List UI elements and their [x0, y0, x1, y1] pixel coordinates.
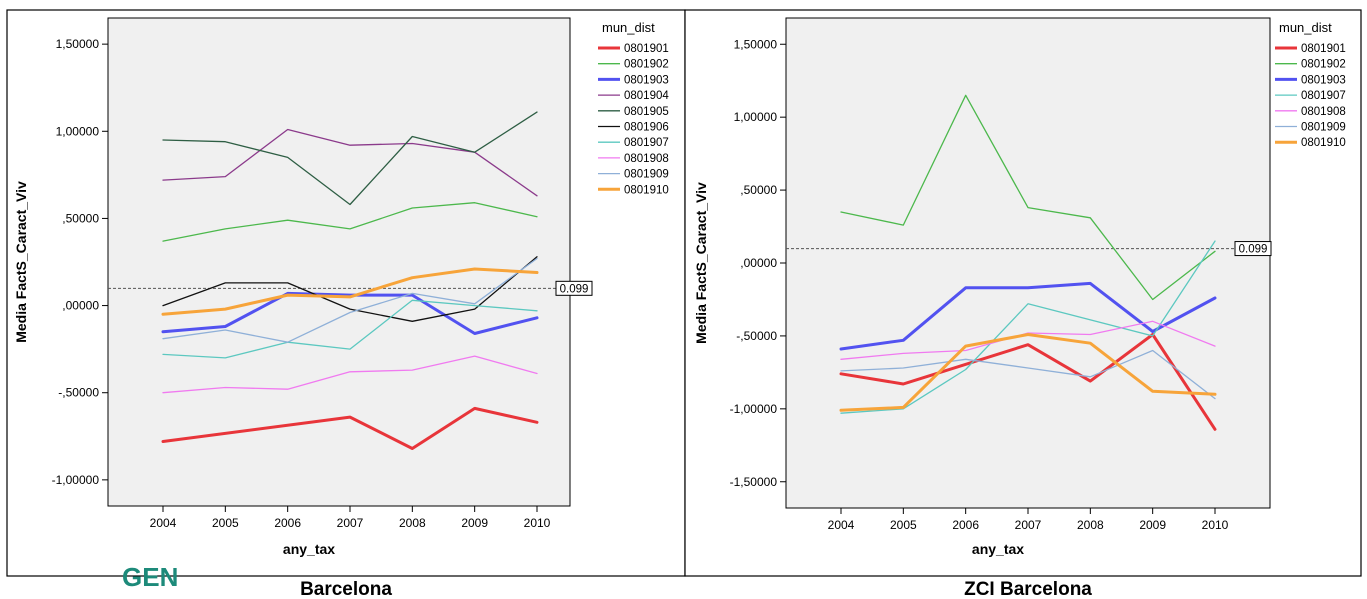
legend-entry-0801908: 0801908 [1301, 106, 1346, 118]
legend-entry-0801909: 0801909 [1301, 122, 1346, 134]
x-tick-label: 2010 [524, 516, 551, 530]
y-axis-title: Media FactS_Caract_Viv [693, 182, 709, 344]
reference-label-box [1234, 241, 1272, 257]
plot-area [785, 17, 1271, 509]
legend-entry-0801909: 0801909 [624, 169, 669, 181]
x-tick-label: 2006 [952, 518, 979, 532]
y-tick-label: -1,50000 [730, 475, 778, 489]
series-line-0801910 [161, 267, 539, 316]
legend-entry-0801907: 0801907 [1301, 90, 1346, 102]
legend-entry-0801903: 0801903 [1301, 74, 1346, 86]
reference-label: 0.099 [1239, 244, 1268, 256]
x-tick-label: 2007 [1015, 518, 1042, 532]
series-line-0801909 [162, 257, 538, 343]
series-line-0801902 [162, 202, 538, 242]
legend-entry-0801910: 0801910 [1301, 137, 1346, 149]
legend-entry-0801910: 0801910 [624, 184, 669, 196]
legend-entry-0801901: 0801901 [624, 43, 669, 55]
y-tick-label: ,00000 [62, 299, 99, 313]
series-line-0801903 [161, 291, 539, 335]
reference-label: 0.099 [560, 283, 589, 295]
y-tick-label: 1,50000 [56, 37, 100, 51]
y-tick-label: 1,00000 [56, 124, 100, 138]
y-tick-label: ,50000 [62, 211, 99, 225]
series-line-0801906 [162, 256, 538, 322]
legend-entry-0801902: 0801902 [1301, 59, 1346, 71]
x-axis-title: any_tax [972, 541, 1024, 557]
plot-area [107, 17, 571, 507]
series-line-0801901 [839, 333, 1217, 431]
y-tick-label: ,00000 [740, 256, 777, 270]
series-line-0801908 [162, 355, 538, 394]
legend-entry-0801904: 0801904 [624, 90, 669, 102]
y-tick-label: -,50000 [736, 329, 777, 343]
legend-entry-0801906: 0801906 [624, 122, 669, 134]
x-tick-label: 2006 [274, 516, 301, 530]
legend-entry-0801905: 0801905 [624, 106, 669, 118]
y-tick-label: 1,00000 [734, 110, 778, 124]
x-tick-label: 2005 [212, 516, 239, 530]
legend-entry-0801902: 0801902 [624, 59, 669, 71]
chart-barcelona: -1,00000 -,50000 ,00000 ,50000 1,00000 1,5000… [13, 17, 669, 557]
caption-zci-barcelona: ZCI Barcelona [964, 579, 1092, 599]
x-tick-label: 2008 [1077, 518, 1104, 532]
chart-zci-barcelona: -1,50000 -1,00000 -,50000 ,00000 ,50000 1,000… [693, 17, 1346, 557]
caption-barcelona: Barcelona [300, 579, 392, 599]
y-tick-label: 1,50000 [734, 37, 778, 51]
series-line-0801902 [840, 94, 1216, 301]
y-tick-label: -1,00000 [730, 402, 778, 416]
legend-entry-0801908: 0801908 [624, 153, 669, 165]
y-axis-title: Media FactS_Caract_Viv [13, 181, 29, 343]
series-line-0801905 [162, 111, 538, 206]
series-line-0801907 [162, 299, 538, 359]
y-tick-label: -1,00000 [52, 473, 100, 487]
x-tick-label: 2007 [337, 516, 364, 530]
y-tick-label: ,50000 [740, 183, 777, 197]
legend-title: mun_dist [602, 20, 655, 35]
y-tick-label: -,50000 [58, 386, 99, 400]
x-tick-label: 2004 [828, 518, 855, 532]
series-line-0801903 [839, 281, 1217, 351]
x-tick-label: 2010 [1202, 518, 1229, 532]
x-tick-label: 2009 [461, 516, 488, 530]
x-tick-label: 2005 [890, 518, 917, 532]
x-tick-label: 2004 [150, 516, 177, 530]
series-line-0801910 [839, 333, 1217, 412]
reference-label-box [555, 280, 593, 296]
legend-entry-0801907: 0801907 [624, 137, 669, 149]
x-tick-label: 2008 [399, 516, 426, 530]
legend-entry-0801903: 0801903 [624, 74, 669, 86]
legend-entry-0801901: 0801901 [1301, 43, 1346, 55]
x-tick-label: 2009 [1139, 518, 1166, 532]
legend-title: mun_dist [1279, 20, 1332, 35]
series-line-0801907 [840, 240, 1216, 414]
series-line-0801909 [840, 349, 1216, 400]
logo-fragment: GEN [122, 562, 178, 592]
series-line-0801901 [161, 406, 539, 450]
x-axis-title: any_tax [283, 541, 335, 557]
